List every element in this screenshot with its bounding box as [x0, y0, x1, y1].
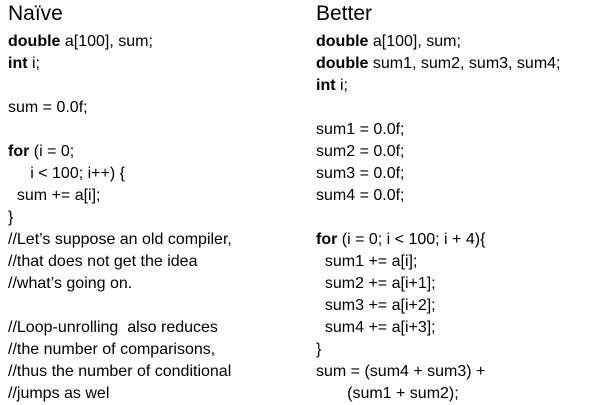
- better-code-line: for (i = 0; i < 100; i + 4){: [316, 229, 561, 251]
- better-code-line: sum4 = 0.0f;: [316, 185, 561, 207]
- code-text: }: [8, 209, 13, 226]
- better-code-line: double sum1, sum2, sum3, sum4;: [316, 53, 561, 75]
- better-code-line: sum2 = 0.0f;: [316, 141, 561, 163]
- code-text: (i = 0; i < 100; i + 4){: [337, 231, 485, 248]
- better-code: double a[100], sum; double sum1, sum2, su…: [316, 31, 561, 405]
- better-title: Better: [316, 2, 372, 26]
- code-text: //what’s going on.: [8, 275, 132, 292]
- code-text: sum3 += a[i+2];: [316, 297, 436, 314]
- naive-code-line: //Let’s suppose an old compiler,: [8, 229, 232, 251]
- naive-code-line: }: [8, 207, 232, 229]
- code-text: sum3 = 0.0f;: [316, 165, 405, 182]
- code-text: //Loop-unrolling also reduces: [8, 319, 218, 336]
- better-code-line: }: [316, 339, 561, 361]
- better-code-line: sum1 += a[i];: [316, 251, 561, 273]
- naive-code-line: int i;: [8, 53, 232, 75]
- better-code-line: (sum1 + sum2);: [316, 383, 561, 405]
- code-text: sum1 += a[i];: [316, 253, 417, 270]
- code-text: i;: [336, 77, 348, 94]
- code-text: (i = 0;: [29, 143, 74, 160]
- naive-code-line: //what’s going on.: [8, 273, 232, 295]
- naive-code-line: //Loop-unrolling also reduces: [8, 317, 232, 339]
- better-code-line: sum3 += a[i+2];: [316, 295, 561, 317]
- code-text: sum = 0.0f;: [8, 99, 88, 116]
- naive-code-line: double a[100], sum;: [8, 31, 232, 53]
- code-text: sum2 = 0.0f;: [316, 143, 405, 160]
- code-keyword: int: [316, 77, 336, 94]
- code-text: sum = (sum4 + sum3) +: [316, 363, 485, 380]
- code-text: sum += a[i];: [8, 187, 100, 204]
- code-text: }: [316, 341, 321, 358]
- naive-code: double a[100], sum; int i; sum = 0.0f; for …: [8, 31, 232, 405]
- code-text: a[100], sum;: [60, 33, 153, 50]
- better-code-line: sum = (sum4 + sum3) +: [316, 361, 561, 383]
- naive-code-line: [8, 119, 232, 141]
- naive-code-line: for (i = 0;: [8, 141, 232, 163]
- code-text: (sum1 + sum2);: [316, 385, 459, 402]
- code-text: sum1 = 0.0f;: [316, 121, 405, 138]
- code-text: sum2 += a[i+1];: [316, 275, 436, 292]
- naive-code-line: sum = 0.0f;: [8, 97, 232, 119]
- better-code-line: sum4 += a[i+3];: [316, 317, 561, 339]
- better-code-line: [316, 97, 561, 119]
- naive-code-line: //jumps as wel: [8, 383, 232, 405]
- naive-code-line: [8, 75, 232, 97]
- better-code-line: int i;: [316, 75, 561, 97]
- naive-code-line: [8, 295, 232, 317]
- naive-code-line: sum += a[i];: [8, 185, 232, 207]
- naive-code-line: //that does not get the idea: [8, 251, 232, 273]
- better-code-line: double a[100], sum;: [316, 31, 561, 53]
- code-text: i;: [28, 55, 40, 72]
- naive-code-line: //the number of comparisons,: [8, 339, 232, 361]
- naive-title: Naïve: [8, 2, 63, 26]
- code-text: a[100], sum;: [368, 33, 461, 50]
- better-code-line: [316, 207, 561, 229]
- code-text: //the number of comparisons,: [8, 341, 215, 358]
- code-text: sum4 += a[i+3];: [316, 319, 436, 336]
- code-text: sum4 = 0.0f;: [316, 187, 405, 204]
- code-text: i < 100; i++) {: [8, 165, 125, 182]
- code-keyword: double: [316, 55, 368, 72]
- code-text: //Let’s suppose an old compiler,: [8, 231, 232, 248]
- better-code-line: sum1 = 0.0f;: [316, 119, 561, 141]
- code-keyword: int: [8, 55, 28, 72]
- code-text: //thus the number of conditional: [8, 363, 231, 380]
- code-text: sum1, sum2, sum3, sum4;: [368, 55, 560, 72]
- code-text: //that does not get the idea: [8, 253, 197, 270]
- naive-code-line: //thus the number of conditional: [8, 361, 232, 383]
- better-code-line: sum3 = 0.0f;: [316, 163, 561, 185]
- naive-code-line: i < 100; i++) {: [8, 163, 232, 185]
- better-code-line: sum2 += a[i+1];: [316, 273, 561, 295]
- code-keyword: for: [316, 231, 337, 248]
- code-keyword: double: [8, 33, 60, 50]
- code-text: //jumps as wel: [8, 385, 109, 402]
- code-keyword: for: [8, 143, 29, 160]
- code-keyword: double: [316, 33, 368, 50]
